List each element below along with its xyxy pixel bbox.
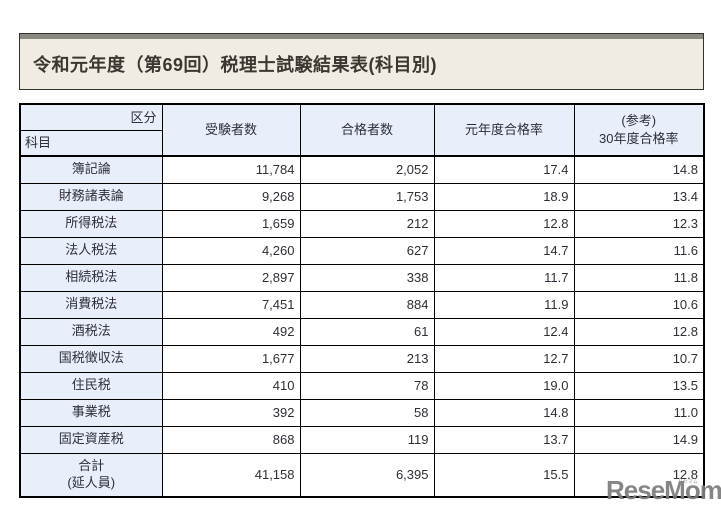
row-label: 所得税法 <box>19 209 163 238</box>
row-label: 簿記論 <box>19 155 163 184</box>
total-label-line2: (延人員) <box>67 474 116 490</box>
row-label: 国税徴収法 <box>19 344 163 373</box>
table-row: 住民税 410 78 19.0 13.5 <box>19 371 705 400</box>
h30-rate-cell: 14.8 <box>573 155 705 184</box>
table-row: 法人税法 4,260 627 14.7 11.6 <box>19 236 705 265</box>
table-row: 消費税法 7,451 884 11.9 10.6 <box>19 290 705 319</box>
r1-rate-cell: 17.4 <box>433 155 575 184</box>
table-row: 酒税法 492 61 12.4 12.8 <box>19 317 705 346</box>
total-h30-rate-cell: 12.8 <box>573 452 705 498</box>
r1-rate-cell: 12.4 <box>433 317 575 346</box>
examinees-cell: 2,897 <box>161 263 301 292</box>
corner-header-cell: 区分 科目 <box>19 103 163 157</box>
passers-cell: 1,753 <box>299 182 435 211</box>
examinees-cell: 1,677 <box>161 344 301 373</box>
h30-rate-cell: 10.7 <box>573 344 705 373</box>
header-row: 区分 科目 受験者数 合格者数 元年度合格率 (参考) 30年度合格率 <box>19 103 705 157</box>
row-label: 酒税法 <box>19 317 163 346</box>
total-examinees-cell: 41,158 <box>161 452 301 498</box>
table-row: 固定資産税 868 119 13.7 14.9 <box>19 425 705 454</box>
table-row: 所得税法 1,659 212 12.8 12.3 <box>19 209 705 238</box>
results-table: 区分 科目 受験者数 合格者数 元年度合格率 (参考) 30年度合格率 簿記論 … <box>19 103 705 498</box>
h30-rate-cell: 11.0 <box>573 398 705 427</box>
r1-rate-cell: 12.8 <box>433 209 575 238</box>
passers-cell: 78 <box>299 371 435 400</box>
h30-rate-cell: 10.6 <box>573 290 705 319</box>
h30-rate-cell: 11.8 <box>573 263 705 292</box>
table-row: 国税徴収法 1,677 213 12.7 10.7 <box>19 344 705 373</box>
examinees-cell: 9,268 <box>161 182 301 211</box>
page-title: 令和元年度（第69回）税理士試験結果表(科目別) <box>20 39 703 89</box>
resemom-watermark: ReseMom. <box>606 475 721 505</box>
row-label: 法人税法 <box>19 236 163 265</box>
examinees-cell: 7,451 <box>161 290 301 319</box>
examinees-cell: 4,260 <box>161 236 301 265</box>
passers-cell: 119 <box>299 425 435 454</box>
total-label-line1: 合計 <box>78 457 105 473</box>
r1-rate-cell: 12.7 <box>433 344 575 373</box>
total-row-label: 合計 (延人員) <box>19 452 163 498</box>
passers-cell: 2,052 <box>299 155 435 184</box>
column-header-h30-rate-line2: 30年度合格率 <box>599 131 679 146</box>
row-label: 固定資産税 <box>19 425 163 454</box>
row-label: 財務諸表論 <box>19 182 163 211</box>
examinees-cell: 868 <box>161 425 301 454</box>
table-row: 財務諸表論 9,268 1,753 18.9 13.4 <box>19 182 705 211</box>
r1-rate-cell: 18.9 <box>433 182 575 211</box>
examinees-cell: 492 <box>161 317 301 346</box>
column-header-passers: 合格者数 <box>299 103 435 157</box>
passers-cell: 338 <box>299 263 435 292</box>
row-label: 相続税法 <box>19 263 163 292</box>
passers-cell: 884 <box>299 290 435 319</box>
r1-rate-cell: 14.7 <box>433 236 575 265</box>
examinees-cell: 11,784 <box>161 155 301 184</box>
h30-rate-cell: 12.3 <box>573 209 705 238</box>
r1-rate-cell: 14.8 <box>433 398 575 427</box>
row-label: 事業税 <box>19 398 163 427</box>
r1-rate-cell: 11.9 <box>433 290 575 319</box>
column-header-h30-rate-line1: (参考) <box>621 113 657 129</box>
passers-cell: 213 <box>299 344 435 373</box>
row-label: 住民税 <box>19 371 163 400</box>
h30-rate-cell: 12.8 <box>573 317 705 346</box>
h30-rate-cell: 13.5 <box>573 371 705 400</box>
examinees-cell: 1,659 <box>161 209 301 238</box>
table-row: 簿記論 11,784 2,052 17.4 14.8 <box>19 155 705 184</box>
corner-header-kubun: 区分 <box>21 105 162 131</box>
row-label: 消費税法 <box>19 290 163 319</box>
column-header-r1-rate: 元年度合格率 <box>433 103 575 157</box>
title-bar-top-strip <box>20 34 703 39</box>
h30-rate-cell: 13.4 <box>573 182 705 211</box>
passers-cell: 58 <box>299 398 435 427</box>
passers-cell: 627 <box>299 236 435 265</box>
corner-header-kamoku: 科目 <box>25 135 52 151</box>
examinees-cell: 392 <box>161 398 301 427</box>
passers-cell: 61 <box>299 317 435 346</box>
column-header-examinees: 受験者数 <box>161 103 301 157</box>
r1-rate-cell: 13.7 <box>433 425 575 454</box>
passers-cell: 212 <box>299 209 435 238</box>
r1-rate-cell: 11.7 <box>433 263 575 292</box>
total-row: 合計 (延人員) 41,158 6,395 15.5 12.8 <box>19 452 705 498</box>
title-bar: 令和元年度（第69回）税理士試験結果表(科目別) <box>19 33 704 90</box>
column-header-h30-rate: (参考) 30年度合格率 <box>573 103 705 157</box>
h30-rate-cell: 14.9 <box>573 425 705 454</box>
watermark-tiny-text: リセマム <box>678 479 699 485</box>
examinees-cell: 410 <box>161 371 301 400</box>
table-row: 相続税法 2,897 338 11.7 11.8 <box>19 263 705 292</box>
r1-rate-cell: 19.0 <box>433 371 575 400</box>
table-row: 事業税 392 58 14.8 11.0 <box>19 398 705 427</box>
total-passers-cell: 6,395 <box>299 452 435 498</box>
total-r1-rate-cell: 15.5 <box>433 452 575 498</box>
h30-rate-cell: 11.6 <box>573 236 705 265</box>
